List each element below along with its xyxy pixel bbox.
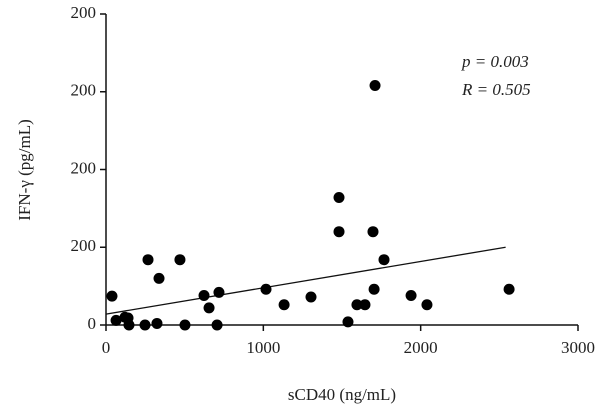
x-tick-label: 0: [102, 338, 111, 357]
point: [151, 317, 163, 329]
annotation: R = 0.505: [461, 80, 531, 99]
point: [405, 289, 417, 301]
point: [368, 283, 380, 295]
y-tick-label: 0: [88, 314, 97, 333]
y-tick-label: 200: [71, 236, 97, 255]
point: [369, 80, 381, 92]
point: [203, 302, 215, 314]
x-tick-label: 3000: [561, 338, 595, 357]
point: [305, 291, 317, 303]
point: [213, 286, 225, 298]
point: [359, 299, 371, 311]
point: [342, 316, 354, 328]
point: [367, 226, 379, 238]
y-tick-label: 200: [71, 81, 97, 100]
y-axis-label: IFN-γ (pg/mL): [15, 119, 34, 220]
point: [211, 319, 223, 331]
y-tick-label: 200: [71, 3, 97, 22]
point: [278, 299, 290, 311]
x-tick-label: 2000: [404, 338, 438, 357]
point: [503, 283, 515, 295]
point: [142, 254, 154, 266]
point: [106, 290, 118, 302]
point: [378, 254, 390, 266]
point: [110, 314, 122, 326]
point: [179, 319, 191, 331]
point: [174, 254, 186, 266]
point: [139, 319, 151, 331]
trend-line: [105, 246, 506, 315]
x-axis-label: sCD40 (ng/mL): [288, 385, 396, 404]
point: [333, 226, 345, 238]
annotation: p = 0.003: [461, 52, 529, 71]
point: [421, 299, 433, 311]
point: [260, 283, 272, 295]
point: [123, 319, 135, 331]
point: [351, 299, 363, 311]
point: [333, 191, 345, 203]
x-tick-label: 1000: [246, 338, 280, 357]
point: [198, 289, 210, 301]
y-tick-label: 200: [71, 158, 97, 177]
point: [153, 272, 165, 284]
